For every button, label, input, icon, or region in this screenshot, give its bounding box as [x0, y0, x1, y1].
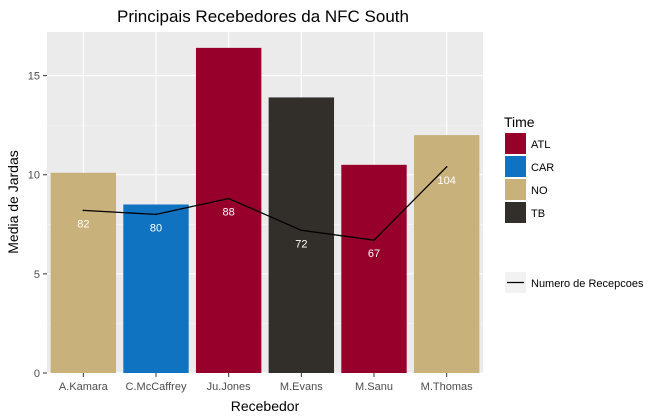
- bar-C.McCaffrey: [123, 204, 189, 373]
- bar-Ju.Jones: [195, 47, 262, 373]
- legend-label: NO: [531, 185, 548, 197]
- legend-key-ATL: [505, 133, 526, 154]
- data-label: 67: [368, 248, 380, 260]
- chart-title: Principais Recebedores da NFC South: [117, 7, 409, 26]
- line-point: [82, 209, 85, 212]
- x-tick-label: M.Thomas: [421, 381, 473, 393]
- data-label: 104: [437, 175, 455, 187]
- y-tick-label: 0: [34, 368, 40, 380]
- bar-M.Sanu: [341, 164, 407, 373]
- bars: [50, 47, 480, 374]
- x-tick-label: C.McCaffrey: [126, 381, 187, 393]
- data-labels: 82 80 88 72 67 104: [77, 175, 456, 260]
- legend-label: Numero de Recepcoes: [531, 278, 644, 290]
- y-tick-label: 15: [28, 71, 40, 83]
- legend-label: CAR: [531, 162, 554, 174]
- x-axis-title: Recebedor: [231, 398, 300, 414]
- legend-key-NO: [505, 179, 526, 200]
- legend-title: Time: [504, 114, 535, 130]
- x-tick-label: A.Kamara: [59, 381, 109, 393]
- legend-label: TB: [531, 208, 545, 220]
- bar-A.Kamara: [50, 172, 117, 373]
- legend-label: ATL: [531, 139, 550, 151]
- x-tick-label: M.Evans: [280, 381, 323, 393]
- line-point: [227, 197, 230, 200]
- bar-M.Thomas: [413, 135, 480, 373]
- line-point: [155, 213, 157, 216]
- y-tick-label: 10: [28, 170, 40, 182]
- x-tick-label: Ju.Jones: [207, 381, 252, 393]
- y-axis: 0 5 10 15: [28, 71, 47, 380]
- fill-legend: Time ATL CAR NO TB: [504, 114, 554, 223]
- legend-key-TB: [505, 202, 526, 223]
- line-point: [373, 239, 375, 241]
- y-axis-title: Media de Jardas: [5, 150, 21, 254]
- data-label: 80: [150, 222, 162, 234]
- data-label: 72: [295, 238, 307, 250]
- line-numero-de-recepcoes: [83, 166, 448, 241]
- y-tick-label: 5: [34, 269, 40, 281]
- line-series: [82, 166, 448, 241]
- bar-M.Evans: [268, 97, 335, 374]
- line-point: [445, 166, 448, 168]
- plot-panel: [47, 32, 483, 373]
- x-axis: A.Kamara C.McCaffrey Ju.Jones M.Evans M.Sanu…: [59, 373, 473, 393]
- data-label: 82: [77, 218, 89, 230]
- data-label: 88: [223, 207, 235, 219]
- legend-key-CAR: [505, 156, 526, 177]
- line-point: [300, 229, 303, 232]
- x-tick-label: M.Sanu: [355, 381, 393, 393]
- line-legend: Numero de Recepcoes: [505, 272, 644, 293]
